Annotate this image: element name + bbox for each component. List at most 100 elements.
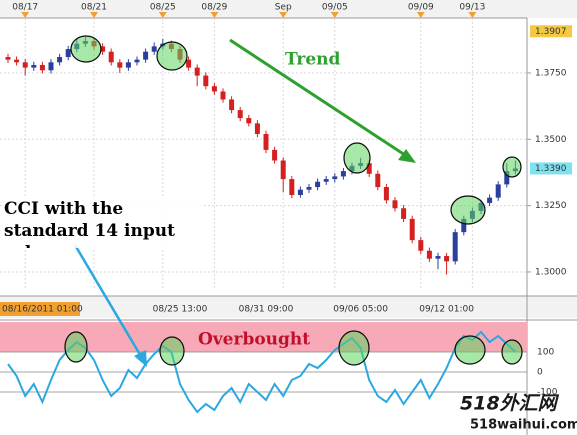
- candle-body: [444, 256, 450, 262]
- arrow-head: [398, 149, 416, 163]
- circle: [156, 41, 188, 71]
- candle-body: [186, 59, 192, 68]
- candle-body: [22, 62, 28, 68]
- x-label-highlight: [0, 302, 80, 316]
- candle-body: [495, 184, 501, 198]
- circle: [70, 35, 102, 63]
- y-tick-label: 100: [537, 348, 554, 358]
- candle-body: [315, 181, 321, 188]
- circle: [454, 335, 486, 365]
- trend-arrow: [229, 38, 416, 163]
- x-tick-label: 08/25: [150, 3, 176, 13]
- candle-body: [401, 208, 407, 219]
- candle-body: [203, 75, 209, 87]
- highlight-circles: [64, 35, 523, 366]
- candle-body: [254, 123, 260, 134]
- circle: [502, 156, 522, 178]
- candle-body: [340, 171, 346, 177]
- x-tick-marker: [330, 12, 339, 18]
- candle-body: [125, 62, 131, 68]
- candle-body: [383, 187, 389, 201]
- y-tick-label: 0: [537, 368, 543, 378]
- candle-body: [108, 51, 114, 63]
- x-tick-label: 09/09: [408, 3, 434, 13]
- x-tick-marker: [158, 12, 167, 18]
- candle-body: [272, 149, 278, 161]
- price-marker: [530, 25, 572, 38]
- y-tick-label: 1.3000: [535, 267, 567, 277]
- candle-body: [100, 46, 106, 52]
- candle-body: [211, 86, 217, 92]
- price-marker-label: 1.3390: [535, 164, 567, 174]
- x-tick-label: 08/16/2011 01:00: [2, 305, 83, 315]
- candle-body: [237, 110, 243, 119]
- circle: [64, 331, 88, 363]
- circle: [159, 336, 185, 366]
- x-tick-marker: [416, 12, 425, 18]
- cci-annotation: CCI with the standard 14 input value: [4, 198, 204, 248]
- y-tick-label: 1.3250: [535, 201, 567, 211]
- overbought-label: Overbought: [198, 330, 310, 350]
- watermark: 518外汇网: [460, 393, 560, 415]
- x-tick-label: Sep: [275, 3, 292, 13]
- candle-body: [392, 200, 398, 209]
- x-tick-label: 08/25 13:00: [153, 305, 208, 315]
- x-tick-label: 09/12 01:00: [419, 305, 474, 315]
- candle-body: [375, 173, 381, 188]
- x-tick-marker: [210, 12, 219, 18]
- x-tick-label: 08/21: [81, 3, 107, 13]
- x-tick-label: 08/17: [12, 3, 38, 13]
- candle-body: [418, 240, 424, 251]
- candle-body: [143, 51, 149, 60]
- candle-body: [117, 62, 123, 68]
- y-tick-label: 1.3750: [535, 68, 567, 78]
- candle-body: [306, 187, 312, 190]
- candle-body: [246, 118, 252, 124]
- cci-line: [7, 330, 517, 414]
- candle-body: [461, 218, 467, 233]
- x-tick-label: 08/31 09:00: [239, 305, 294, 315]
- price-marker: [530, 162, 572, 175]
- x-tick-marker: [90, 12, 98, 18]
- candle-body: [280, 160, 286, 180]
- candle-body: [14, 59, 20, 63]
- plot-layer: 1.3000 1.3250 1.3500 1.3750 08/17 08/21 08/25 0…: [0, 3, 572, 414]
- top-axis-band: [0, 0, 577, 18]
- candle-body: [435, 256, 441, 259]
- candle-body: [409, 218, 415, 241]
- candle-body: [297, 189, 303, 195]
- candle-body: [31, 64, 37, 68]
- candle-body: [57, 57, 63, 63]
- x-tick-label: 09/13: [459, 3, 485, 13]
- candle-body: [452, 232, 458, 262]
- x-tick-label: 08/29: [201, 3, 227, 13]
- candle-body: [151, 46, 157, 52]
- x-tick-label: 09/06 05:00: [333, 305, 388, 315]
- candle-body: [263, 133, 269, 150]
- candle-body: [289, 179, 295, 195]
- bottom-axis-band: [0, 296, 577, 318]
- circle: [450, 195, 486, 225]
- candle-body: [487, 197, 493, 203]
- candle-body: [229, 99, 235, 111]
- x-tick-marker: [468, 12, 477, 18]
- candle-body: [65, 49, 71, 58]
- candle-body: [332, 176, 338, 180]
- candle-body: [366, 163, 372, 174]
- circle: [501, 339, 523, 365]
- candle-body: [504, 171, 510, 185]
- y-tick-label: 1.3500: [535, 135, 567, 145]
- candle-body: [39, 64, 45, 71]
- x-tick-marker: [21, 12, 30, 18]
- candle-body: [134, 59, 140, 63]
- trend-label: Trend: [285, 50, 341, 70]
- price-marker-label: 1.3907: [535, 27, 567, 37]
- annotation-box: CCI with the standard 14 input value: [4, 198, 204, 248]
- candle-body: [194, 67, 200, 76]
- x-tick-marker: [279, 12, 288, 18]
- cci-arrow: [73, 244, 147, 367]
- watermark-url: 518waihui.com: [470, 418, 577, 433]
- circle: [338, 330, 370, 366]
- candle-body: [323, 179, 329, 182]
